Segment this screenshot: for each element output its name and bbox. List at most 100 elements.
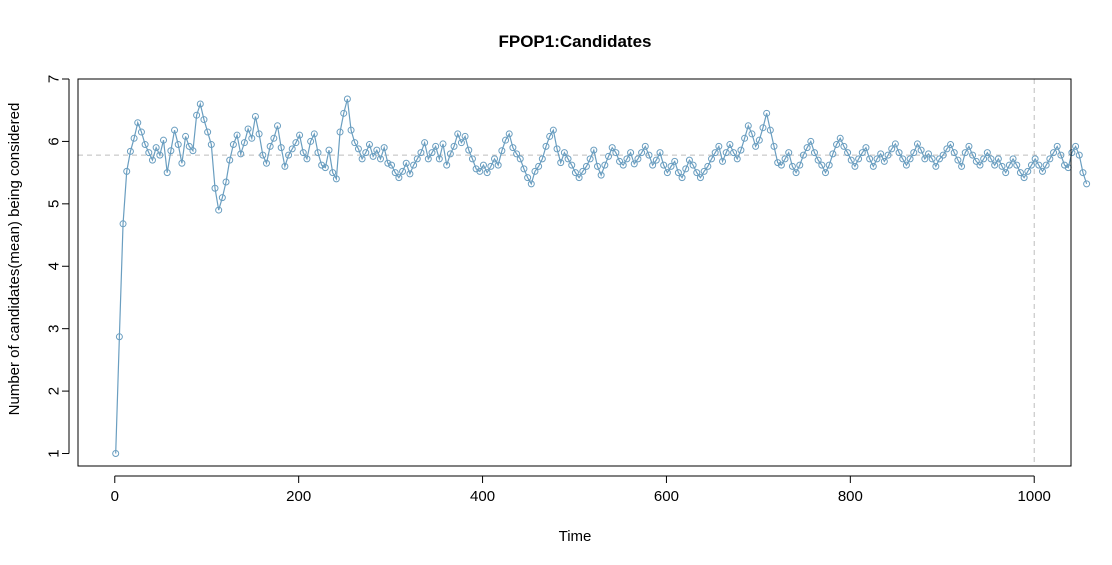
data-point (645, 151, 653, 159)
data-point (737, 146, 745, 154)
data-point (237, 150, 245, 158)
data-point (924, 150, 932, 158)
data-point (656, 149, 664, 157)
data-point (947, 141, 955, 149)
data-point (560, 149, 568, 157)
data-point (958, 162, 966, 170)
data-point (991, 161, 999, 169)
data-point (163, 169, 171, 177)
data-point (424, 155, 432, 163)
data-point (193, 111, 201, 119)
data-point (847, 156, 855, 164)
data-point (678, 174, 686, 182)
data-point (619, 161, 627, 169)
data-point (1057, 151, 1065, 159)
data-point (1083, 180, 1091, 188)
data-point (380, 144, 388, 152)
data-point (483, 169, 491, 177)
data-point (119, 220, 127, 228)
data-point (546, 132, 554, 140)
data-point (652, 156, 660, 164)
data-point (597, 171, 605, 179)
data-point (810, 149, 818, 157)
y-tick-label: 4 (45, 262, 62, 270)
data-point (700, 167, 708, 175)
data-point (663, 169, 671, 177)
data-point (443, 161, 451, 169)
data-series (112, 95, 1091, 458)
data-point (274, 122, 282, 130)
data-point (251, 112, 259, 120)
data-point (961, 149, 969, 157)
data-point (862, 144, 870, 152)
data-point (126, 147, 134, 155)
data-point (866, 155, 874, 163)
data-point (730, 149, 738, 157)
data-point (123, 167, 131, 175)
data-point (851, 162, 859, 170)
data-point (1005, 161, 1013, 169)
data-point (215, 206, 223, 214)
data-point (332, 175, 340, 183)
data-point (917, 146, 925, 154)
data-point (571, 169, 579, 177)
data-point (531, 167, 539, 175)
y-tick-label: 1 (45, 449, 62, 457)
data-point (468, 155, 476, 163)
data-point (373, 146, 381, 154)
data-point (240, 139, 248, 147)
data-point (873, 155, 881, 163)
data-point (1050, 149, 1058, 157)
data-point (369, 152, 377, 160)
data-point (744, 122, 752, 130)
data-point (799, 151, 807, 159)
x-tick-label: 200 (286, 488, 311, 505)
data-point (777, 161, 785, 169)
data-point (362, 149, 370, 157)
data-point (1075, 151, 1083, 159)
data-point (432, 142, 440, 150)
data-point (667, 162, 675, 170)
data-point (689, 161, 697, 169)
data-point (586, 155, 594, 163)
data-point (226, 156, 234, 164)
data-point (321, 164, 329, 172)
data-point (855, 155, 863, 163)
data-point (457, 139, 465, 147)
data-point (354, 145, 362, 153)
data-point (726, 141, 734, 149)
data-point (880, 157, 888, 165)
data-point (980, 155, 988, 163)
data-point (450, 142, 458, 150)
x-tick-label: 800 (838, 488, 863, 505)
data-point (833, 141, 841, 149)
data-point (196, 100, 204, 108)
data-point (516, 155, 524, 163)
data-point (325, 146, 333, 154)
data-point (557, 159, 565, 167)
data-point (1068, 149, 1076, 157)
data-point (998, 162, 1006, 170)
data-point (936, 155, 944, 163)
data-point (1002, 169, 1010, 177)
data-point (167, 147, 175, 155)
data-point (733, 155, 741, 163)
data-point (899, 155, 907, 163)
data-point (174, 141, 182, 149)
data-point (593, 162, 601, 170)
data-point (446, 150, 454, 158)
data-point (538, 155, 546, 163)
data-point (513, 150, 521, 158)
series-line (115, 98, 1088, 454)
data-point (549, 126, 557, 134)
data-point (627, 149, 635, 157)
data-point (270, 134, 278, 142)
data-point (399, 167, 407, 175)
data-point (829, 150, 837, 158)
data-point (755, 136, 763, 144)
data-point (527, 180, 535, 188)
data-point (410, 161, 418, 169)
data-point (115, 333, 123, 341)
data-point (435, 155, 443, 163)
